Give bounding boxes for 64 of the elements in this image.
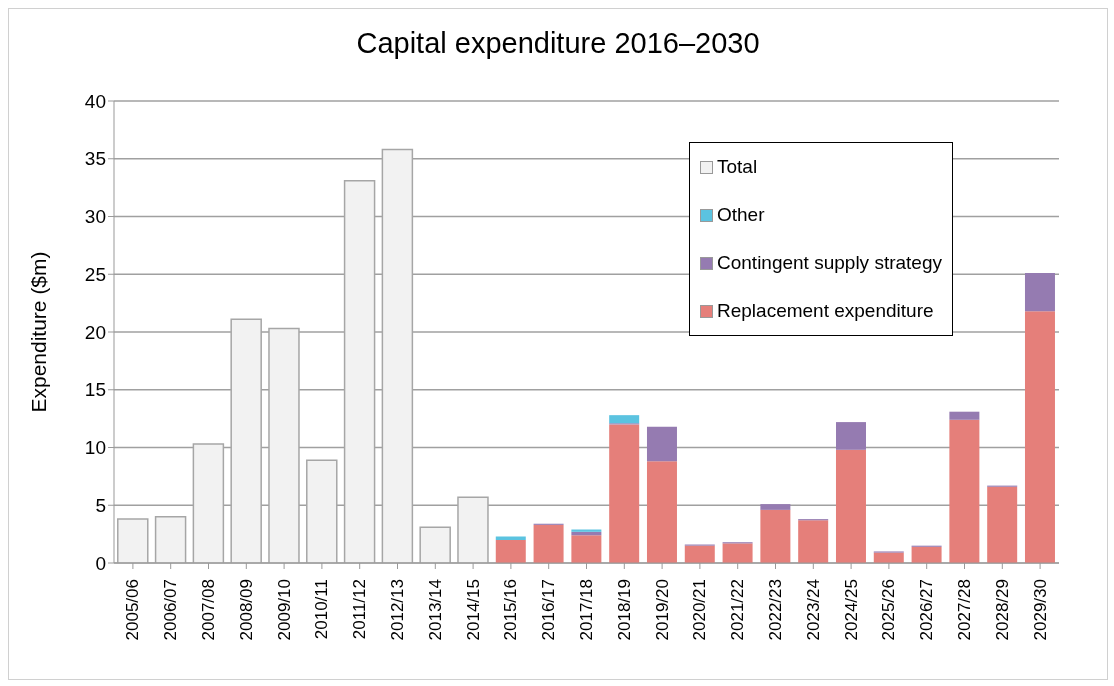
y-tick-label: 35 xyxy=(84,148,106,170)
x-tick-label: 2009/10 xyxy=(274,579,294,641)
x-tick-label: 2019/20 xyxy=(652,579,672,641)
x-tick-label: 2011/12 xyxy=(350,579,370,640)
x-tick-label: 2027/28 xyxy=(955,579,974,641)
x-tick-label: 2024/25 xyxy=(841,579,861,641)
y-tick-label: 20 xyxy=(84,321,106,343)
bar xyxy=(1024,311,1055,563)
y-tick-label: 25 xyxy=(84,263,106,285)
bar xyxy=(495,539,526,563)
y-tick-label: 15 xyxy=(84,379,106,401)
x-tick-label: 2012/13 xyxy=(388,579,407,641)
x-tick-label: 2023/24 xyxy=(803,579,823,641)
chart-title: Capital expenditure 2016–2030 xyxy=(355,27,761,60)
bar xyxy=(835,449,866,563)
legend-label: Replacement expenditure xyxy=(717,300,934,322)
bar xyxy=(571,535,602,563)
bar xyxy=(419,526,451,563)
x-tick-label: 2028/29 xyxy=(992,579,1012,641)
x-tick-label: 2008/09 xyxy=(236,579,256,641)
bar xyxy=(495,536,526,540)
x-tick-label: 2010/11 xyxy=(312,579,332,640)
x-tick-label: 2016/17 xyxy=(539,579,559,641)
y-tick-label: 10 xyxy=(84,437,106,459)
bar xyxy=(684,545,715,563)
x-tick-label: 2015/16 xyxy=(501,579,521,641)
x-tick-label: 2020/21 xyxy=(690,579,710,641)
y-tick-label: 5 xyxy=(95,494,106,516)
x-tick-label: 2013/14 xyxy=(425,579,445,641)
x-tick-label: 2025/26 xyxy=(879,579,899,641)
bar xyxy=(798,520,829,563)
bar xyxy=(760,504,791,510)
bar xyxy=(609,415,640,424)
bar xyxy=(533,524,564,563)
x-tick-label: 2021/22 xyxy=(728,579,748,641)
x-tick-label: 2018/19 xyxy=(614,579,634,641)
x-tick-label: 2007/08 xyxy=(199,579,218,641)
x-tick-label: 2022/23 xyxy=(766,579,785,641)
bar xyxy=(117,518,149,563)
bar xyxy=(949,419,980,563)
bar xyxy=(835,422,866,450)
bar xyxy=(154,516,187,563)
bar xyxy=(722,543,753,563)
x-tick-label: 2014/15 xyxy=(463,579,483,641)
x-tick-label: 2005/06 xyxy=(123,579,143,641)
bar xyxy=(911,546,942,563)
bar xyxy=(987,486,1018,563)
bar xyxy=(949,411,980,420)
y-axis-title: Expenditure ($m) xyxy=(27,251,51,413)
legend-label: Other xyxy=(717,204,765,226)
x-tick-label: 2017/18 xyxy=(577,579,596,641)
bar xyxy=(760,509,791,563)
x-tick-label: 2029/30 xyxy=(1030,579,1050,641)
y-tick-label: 0 xyxy=(95,552,106,574)
legend-label: Total xyxy=(717,156,758,178)
y-tick-label: 40 xyxy=(84,90,106,112)
x-tick-label: 2026/27 xyxy=(917,579,937,641)
x-tick-label: 2006/07 xyxy=(161,579,181,641)
legend-label: Contingent supply strategy xyxy=(717,252,942,274)
bar xyxy=(1024,273,1055,312)
bar xyxy=(609,424,640,563)
bar xyxy=(646,461,677,563)
y-tick-label: 30 xyxy=(84,206,106,228)
bar xyxy=(646,426,677,462)
